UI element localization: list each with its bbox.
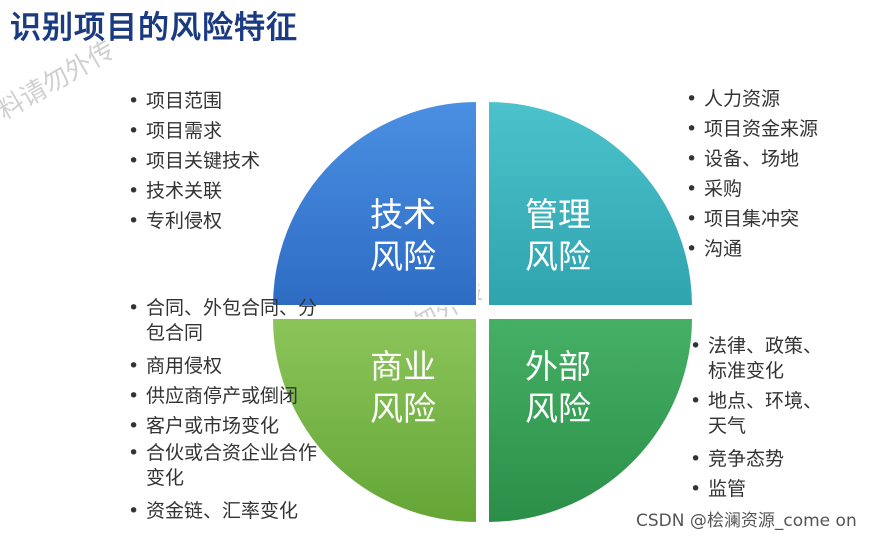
quadrant-label-commercial: 商业 风险 [370,347,436,428]
list-item: 专利侵权 [128,206,260,236]
list-item: 采购 [686,174,818,204]
list-item: 设备、场地 [686,144,818,174]
quadrant-management [487,99,695,307]
list-item: 竞争态势 [690,444,840,474]
list-item: 客户或市场变化 [128,411,318,441]
quadrant-label-management: 管理 风险 [525,195,591,276]
technical-risk-list: 项目范围 项目需求 项目关键技术 技术关联 专利侵权 [128,86,260,236]
list-item: 技术关联 [128,176,260,206]
list-item: 项目范围 [128,86,260,116]
list-item: 沟通 [686,234,818,264]
quadrant-technical [270,99,478,307]
page-title: 识别项目的风险特征 [10,10,298,46]
list-item: 项目关键技术 [128,146,260,176]
list-item: 合伙或合资企业合作变化 [128,441,318,491]
list-item: 地点、环境、天气 [690,389,840,439]
quadrant-label-external: 外部 风险 [525,347,591,428]
csdn-watermark: CSDN @桧澜资源_come on [636,511,857,531]
list-item: 商用侵权 [128,351,318,381]
quadrant-label-technical: 技术 风险 [370,195,436,276]
external-risk-list: 法律、政策、标准变化 地点、环境、天气 竞争态势 监管 [690,334,840,504]
list-item: 供应商停产或倒闭 [128,381,318,411]
list-item: 资金链、汇率变化 [128,496,318,526]
list-item: 项目资金来源 [686,114,818,144]
list-item: 项目集冲突 [686,204,818,234]
list-item: 法律、政策、标准变化 [690,334,840,384]
management-risk-list: 人力资源 项目资金来源 设备、场地 采购 项目集冲突 沟通 [686,84,818,264]
list-item: 合同、外包合同、分包合同 [128,296,318,346]
list-item: 项目需求 [128,116,260,146]
list-item: 监管 [690,474,840,504]
list-item: 人力资源 [686,84,818,114]
commercial-risk-list: 合同、外包合同、分包合同 商用侵权 供应商停产或倒闭 客户或市场变化 合伙或合资… [128,296,318,526]
